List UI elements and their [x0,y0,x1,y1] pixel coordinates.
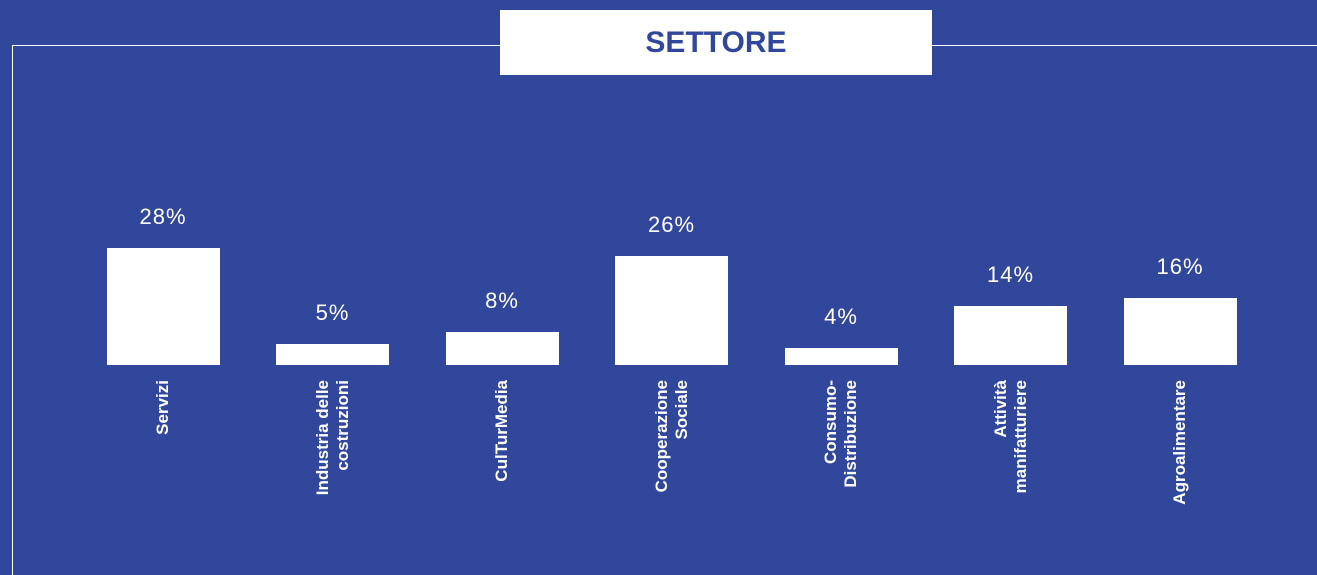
bar [106,247,220,365]
bar [276,344,389,365]
x-tick-label: Servizi [153,380,172,435]
data-label: 5% [315,300,350,326]
data-label: 14% [986,262,1035,288]
data-label: 26% [647,212,696,238]
bar [954,306,1067,365]
data-label: 4% [824,304,858,330]
data-label: 8% [485,287,519,313]
bar [784,348,898,365]
bar [615,256,728,365]
chart-title: SETTORE [500,10,932,75]
x-tick-label: Consumo- Distribuzione [821,380,860,488]
data-label: 28% [139,203,187,229]
x-tick-label: CulTurMedia [492,380,511,482]
bar [1123,298,1237,365]
bar [445,331,559,365]
x-tick-label: Cooperazione Sociale [651,380,691,493]
x-tick-label: Industria delle costruzioni [312,380,352,496]
frame-line [12,45,13,575]
data-label: 16% [1156,254,1204,280]
x-tick-label: Attività manifatturiere [990,380,1030,494]
x-tick-label: Agroalimentare [1170,380,1189,505]
